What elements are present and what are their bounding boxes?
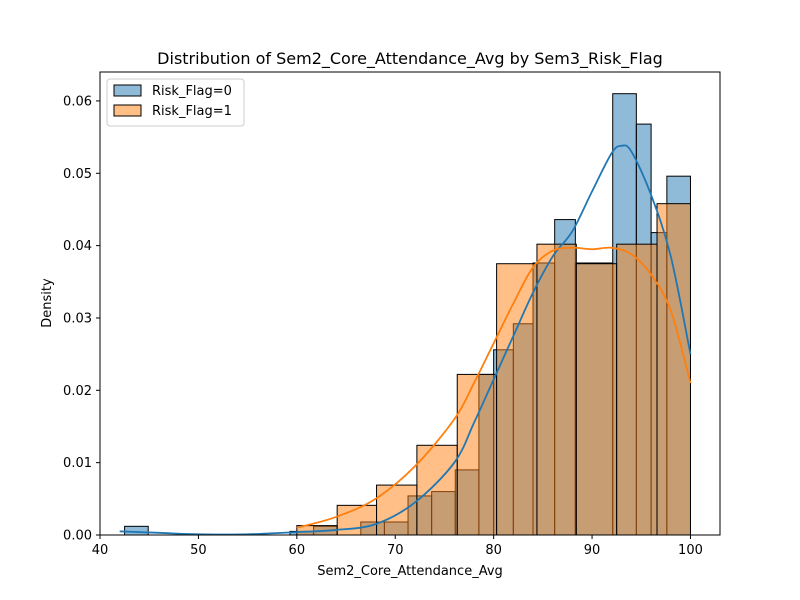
bars-layer [124, 93, 691, 536]
plot-frame [99, 71, 721, 536]
legend-swatch-0 [113, 84, 142, 97]
y-tick-label-6: 0.06 [63, 94, 92, 109]
y-tick-label-5: 0.05 [63, 167, 92, 182]
y-axis-ticks: 0.00 0.01 0.02 0.03 0.04 0.05 0.06 [63, 94, 100, 544]
histogram-bar-series-1-bin-9 [656, 203, 691, 536]
histogram-bar-series-1-bin-1 [336, 504, 378, 536]
x-axis-ticks: 40 50 60 70 80 90 100 [92, 535, 703, 558]
x-tick-label-2: 60 [289, 543, 306, 558]
y-tick-label-1: 0.01 [63, 456, 92, 471]
legend: Risk_Flag=0 Risk_Flag=1 [106, 78, 245, 127]
kde-layer [119, 144, 692, 536]
histogram-bar-series-1-bin-4 [456, 373, 498, 536]
kde-line-series-1 [296, 246, 692, 529]
legend-label-0: Risk_Flag=0 [152, 84, 232, 99]
y-tick-label-3: 0.03 [63, 311, 92, 326]
histogram-bar-series-1-bin-5 [496, 263, 538, 536]
kde-line-series-0 [119, 144, 692, 536]
x-axis-label: Sem2_Core_Attendance_Avg [317, 564, 503, 579]
histogram-bar-series-1-bin-7 [575, 263, 618, 536]
y-tick-label-2: 0.02 [63, 384, 92, 399]
x-tick-label-4: 80 [485, 543, 502, 558]
histogram-bar-series-0-bin-0 [124, 525, 149, 536]
x-tick-label-1: 50 [190, 543, 207, 558]
legend-swatch-1 [113, 104, 142, 117]
x-tick-label-3: 70 [387, 543, 404, 558]
y-tick-label-0: 0.00 [63, 529, 92, 544]
histogram-bar-series-1-bin-3 [416, 444, 458, 536]
legend-label-1: Risk_Flag=1 [152, 104, 232, 119]
y-tick-label-4: 0.04 [63, 239, 92, 254]
x-tick-label-5: 90 [584, 543, 601, 558]
histogram-bar-series-1-bin-2 [376, 484, 418, 536]
x-tick-label-0: 40 [92, 543, 109, 558]
histogram-bar-series-1-bin-8 [616, 243, 658, 536]
y-axis-label: Density [40, 278, 55, 328]
x-tick-label-6: 100 [678, 543, 703, 558]
chart-title: Distribution of Sem2_Core_Attendance_Avg… [157, 49, 663, 69]
histogram-bar-series-1-bin-6 [536, 243, 577, 536]
